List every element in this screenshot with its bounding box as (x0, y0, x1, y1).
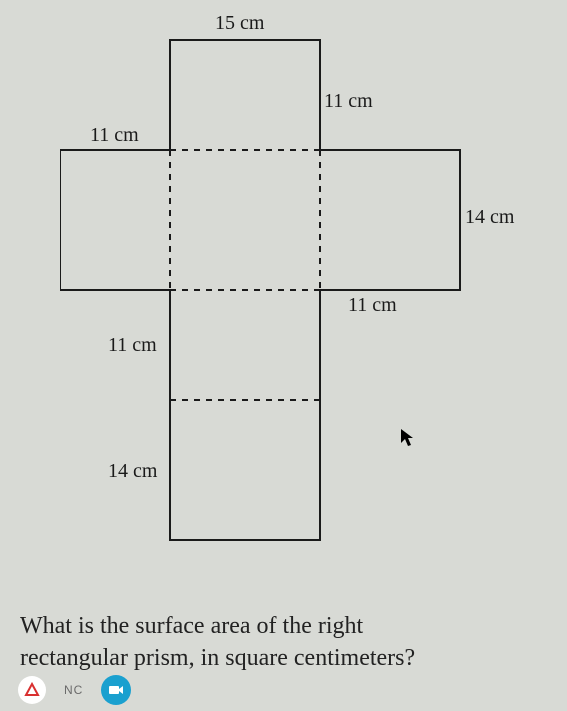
label-upper-right: 11 cm (324, 90, 373, 113)
footer-bar: NC (18, 675, 131, 705)
camera-icon[interactable] (101, 675, 131, 705)
question-line-1: What is the surface area of the right (20, 610, 550, 642)
triangle-icon[interactable] (18, 676, 46, 704)
question-text: What is the surface area of the right re… (20, 610, 550, 675)
cursor-icon (400, 428, 416, 454)
label-upper-left: 11 cm (90, 124, 139, 147)
prism-net-diagram: 15 cm 11 cm 11 cm 14 cm 11 cm 11 cm 14 c… (60, 20, 520, 565)
question-line-2: rectangular prism, in square centimeters… (20, 642, 550, 674)
label-mid-right: 11 cm (348, 294, 397, 317)
label-top: 15 cm (215, 12, 264, 35)
nc-label: NC (64, 683, 83, 697)
label-lower-left: 14 cm (108, 460, 157, 483)
label-mid-left: 11 cm (108, 334, 157, 357)
label-far-right: 14 cm (465, 206, 514, 229)
